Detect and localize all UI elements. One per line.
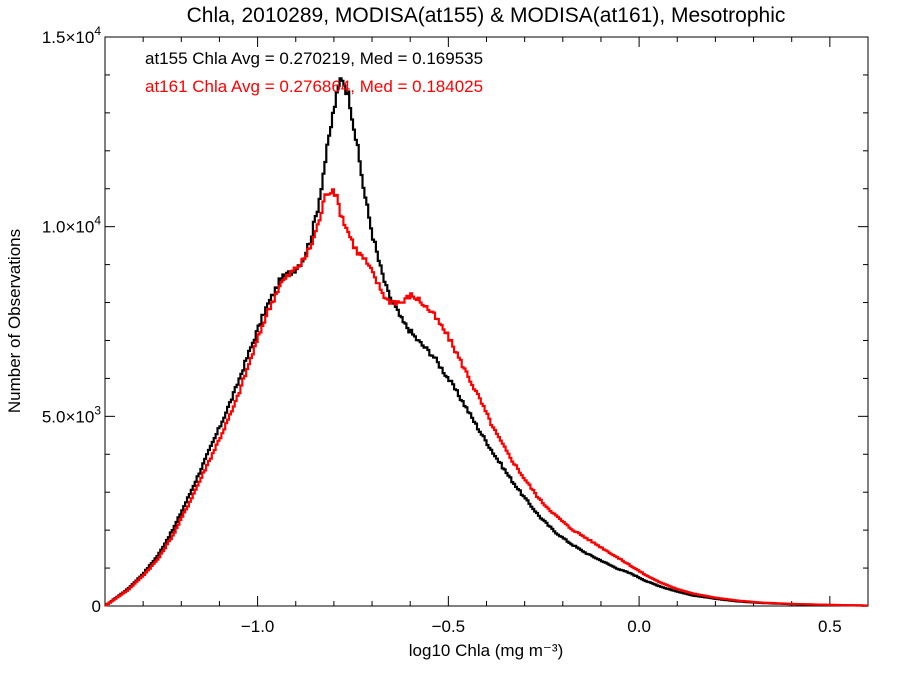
annotation-at161: at161 Chla Avg = 0.276864, Med = 0.18402… bbox=[145, 77, 483, 96]
y-tick-mantissa: 1.5×10 bbox=[42, 28, 94, 47]
x-tick-label: 0.0 bbox=[627, 617, 651, 636]
chart-title: Chla, 2010289, MODISA(at155) & MODISA(at… bbox=[187, 4, 786, 27]
series-line-at155 bbox=[105, 77, 868, 607]
plot-frame bbox=[104, 36, 869, 607]
y-tick-mantissa: 1.0×10 bbox=[42, 218, 94, 237]
y-tick-exponent: 3 bbox=[94, 403, 101, 417]
x-tick-label: −1.0 bbox=[241, 617, 275, 636]
y-tick-exponent: 4 bbox=[94, 214, 101, 228]
y-tick-mantissa: 5.0×10 bbox=[42, 407, 94, 426]
y-tick-label: 1.5×104 bbox=[42, 24, 101, 47]
y-axis-label: Number of Observations bbox=[5, 229, 24, 413]
y-tick-label: 5.0×103 bbox=[42, 403, 101, 426]
y-tick-label: 1.0×104 bbox=[42, 214, 101, 237]
y-tick-exponent: 4 bbox=[94, 24, 101, 38]
annotation-at155: at155 Chla Avg = 0.270219, Med = 0.16953… bbox=[145, 49, 483, 68]
x-axis-label: log10 Chla (mg m⁻³) bbox=[409, 641, 563, 660]
series-line-at161 bbox=[105, 188, 868, 607]
series-layer bbox=[105, 77, 868, 607]
x-tick-label: 0.5 bbox=[818, 617, 842, 636]
y-tick-label: 0 bbox=[92, 597, 101, 616]
x-tick-label: −0.5 bbox=[432, 617, 466, 636]
y-tick-mantissa: 0 bbox=[92, 597, 101, 616]
